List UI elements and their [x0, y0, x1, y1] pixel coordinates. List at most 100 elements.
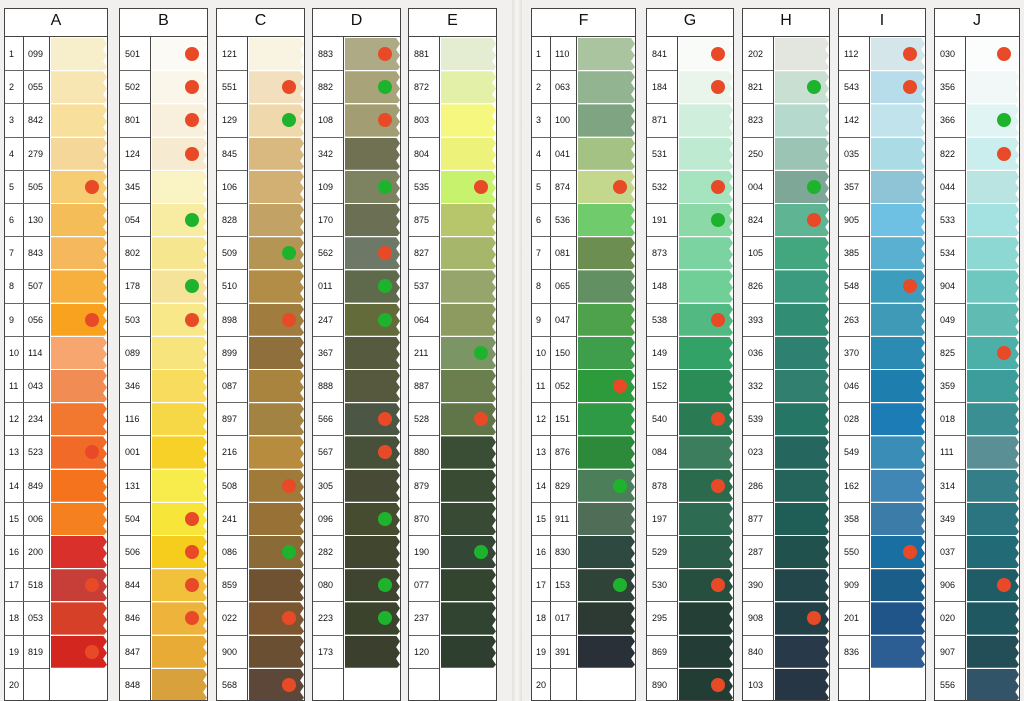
- row-divider: [935, 468, 965, 470]
- color-swatch: [871, 370, 925, 403]
- red-dot-marker: [85, 578, 99, 593]
- green-dot-marker: [378, 511, 392, 526]
- card-c: C 121 551 129 845 106 828 509 510 898 899 087 897 216…: [216, 8, 305, 701]
- card-letter: F: [578, 12, 589, 29]
- thread-code: 869: [652, 646, 668, 657]
- row-number: 8: [536, 281, 542, 292]
- row-number: 13: [9, 447, 20, 458]
- thread-code: 529: [652, 547, 668, 557]
- row-number: 1: [9, 49, 15, 59]
- row-divider: [647, 402, 677, 404]
- color-swatch: [51, 336, 107, 369]
- color-swatch: [775, 38, 829, 71]
- thread-code: 349: [940, 513, 956, 524]
- thread-code: 888: [318, 381, 334, 391]
- color-swatch: [679, 502, 733, 535]
- thread-code: 089: [125, 347, 141, 358]
- thread-code: 871: [652, 115, 668, 126]
- row-divider: [743, 335, 773, 337]
- row-divider: [217, 103, 247, 105]
- thread-code: 385: [844, 248, 860, 259]
- thread-code: 106: [222, 181, 238, 192]
- red-dot-marker: [474, 412, 488, 427]
- color-swatch: [152, 237, 207, 270]
- row-number: 7: [536, 248, 542, 259]
- thread-code: 804: [414, 148, 430, 159]
- red-dot-marker: [282, 312, 296, 327]
- thread-code: 908: [748, 613, 764, 624]
- row-number: 14: [9, 480, 20, 491]
- row-divider: [217, 435, 247, 437]
- thread-code: 237: [414, 613, 430, 624]
- thread-code: 502: [125, 82, 141, 93]
- color-swatch: [345, 204, 400, 237]
- thread-code: 509: [222, 248, 238, 259]
- green-dot-marker: [474, 345, 488, 360]
- row-divider: [120, 335, 150, 337]
- row-number: 17: [536, 580, 547, 591]
- thread-code: 064: [414, 314, 430, 325]
- color-swatch: [775, 502, 829, 535]
- row-divider: [217, 369, 247, 370]
- color-swatch: [441, 469, 496, 502]
- row-divider: [743, 634, 773, 636]
- color-swatch: [679, 635, 733, 668]
- thread-code: 152: [652, 381, 668, 391]
- row-divider: [839, 70, 869, 72]
- thread-code: 314: [940, 480, 956, 491]
- color-swatch: [775, 635, 829, 668]
- color-swatch: [775, 668, 829, 700]
- color-swatch: [578, 71, 635, 104]
- thread-code: 538: [652, 314, 668, 325]
- thread-code: 063: [555, 82, 571, 93]
- thread-code: 211: [414, 347, 429, 358]
- red-dot-marker: [85, 644, 99, 659]
- row-divider: [839, 468, 869, 470]
- row-divider: [839, 269, 869, 271]
- color-swatch: [51, 237, 107, 270]
- color-swatch: [441, 38, 496, 71]
- thread-code: 566: [318, 414, 334, 425]
- row-divider: [120, 468, 150, 470]
- card-letter: D: [350, 12, 363, 29]
- thread-code: 843: [28, 248, 44, 259]
- color-swatch: [775, 303, 829, 336]
- color-swatch: [967, 303, 1019, 336]
- color-swatch: [871, 635, 925, 668]
- row-divider: [409, 568, 439, 570]
- color-swatch: [679, 436, 733, 469]
- thread-code: 120: [414, 646, 430, 657]
- row-divider: [409, 402, 439, 404]
- color-swatch: [775, 569, 829, 602]
- color-swatch: [249, 502, 304, 535]
- row-number: 17: [9, 580, 20, 591]
- red-dot-marker: [185, 511, 199, 526]
- row-divider: [935, 70, 965, 72]
- color-swatch: [441, 104, 496, 137]
- column-divider: [576, 37, 577, 700]
- color-swatch: [578, 237, 635, 270]
- color-swatch: [775, 104, 829, 137]
- card-header: H: [743, 9, 829, 37]
- color-swatch: [578, 270, 635, 303]
- thread-code: 129: [222, 115, 238, 126]
- row-divider: [313, 269, 343, 271]
- color-swatch: [775, 469, 829, 502]
- thread-code: 821: [748, 82, 764, 93]
- thread-code: 011: [318, 281, 333, 292]
- thread-code: 530: [652, 580, 668, 591]
- thread-code: 121: [222, 49, 238, 59]
- red-dot-marker: [807, 213, 821, 227]
- card-i: I 112 543 142 035 357 905 385 548 263 370 046 028 549…: [838, 8, 926, 701]
- red-dot-marker: [378, 47, 392, 61]
- row-divider: [647, 236, 677, 238]
- color-swatch: [578, 602, 635, 635]
- row-divider: [217, 468, 247, 470]
- green-dot-marker: [378, 80, 392, 95]
- color-swatch: [441, 137, 496, 170]
- row-divider: [5, 169, 49, 171]
- green-dot-marker: [185, 279, 199, 294]
- thread-code: 004: [748, 181, 764, 192]
- row-number: 12: [9, 414, 20, 425]
- color-swatch: [679, 104, 733, 137]
